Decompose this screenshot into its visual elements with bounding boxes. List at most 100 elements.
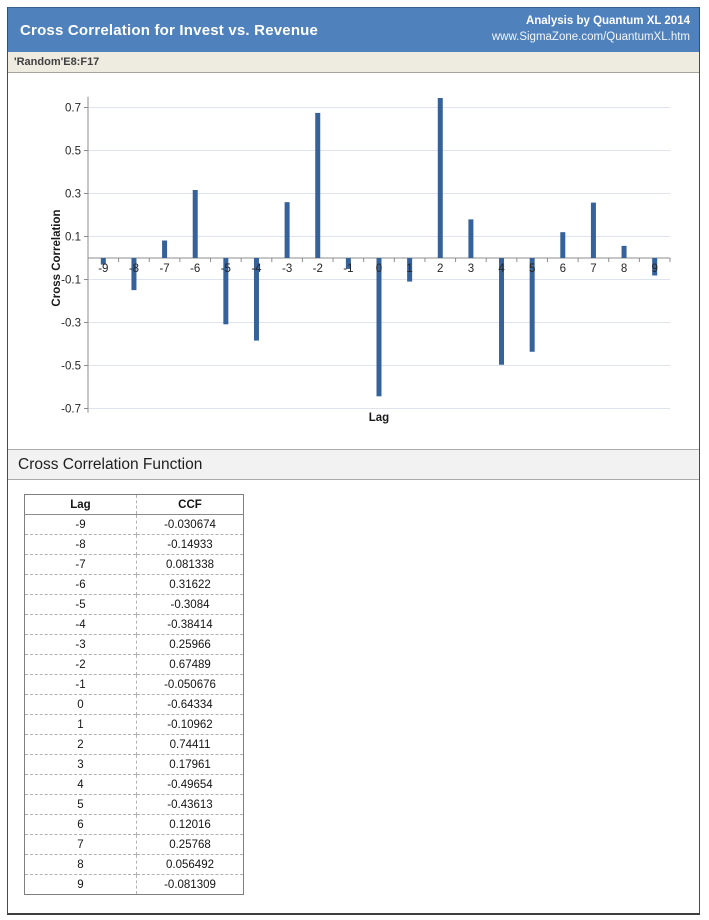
- ccf-bar: [560, 232, 566, 258]
- range-reference: 'Random'E8:F17: [14, 56, 100, 68]
- ccf-cell: -0.49654: [136, 774, 244, 795]
- table-row: 8 0.056492: [24, 854, 244, 875]
- lag-cell: -1: [24, 674, 137, 695]
- ccf-bar: [376, 258, 382, 397]
- x-tick-label: -1: [343, 263, 353, 275]
- ccf-cell: -0.081309: [136, 874, 244, 895]
- table-row: -1 -0.050676: [24, 674, 244, 695]
- x-tick-label: 7: [590, 263, 596, 275]
- ccf-cell: -0.3084: [136, 594, 244, 615]
- cross-correlation-chart: 0.7 0.5 0.3 0.1 -0.1 -0.3 -0.5 -0.7 -9 -8 -7 -6 -5 -4…: [51, 96, 671, 424]
- y-tick-label: -0.1: [61, 275, 81, 287]
- table-row: 5 -0.43613: [24, 794, 244, 815]
- lag-cell: 0: [24, 694, 137, 715]
- ccf-bar: [162, 240, 168, 258]
- lag-cell: 3: [24, 754, 137, 775]
- ccf-table-head: Lag CCF: [24, 494, 244, 515]
- table-row: -5 -0.3084: [24, 594, 244, 615]
- table-row: -6 0.31622: [24, 574, 244, 595]
- ccf-cell: -0.43613: [136, 794, 244, 815]
- lag-cell: -7: [24, 554, 137, 575]
- table-row: -3 0.25966: [24, 634, 244, 655]
- lag-cell: -8: [24, 534, 137, 555]
- x-tick-label: 3: [468, 263, 474, 275]
- lag-cell: -3: [24, 634, 137, 655]
- ccf-cell: 0.12016: [136, 814, 244, 835]
- analysis-byline: Analysis by Quantum XL 2014: [525, 15, 690, 28]
- ccf-bar: [100, 258, 106, 265]
- page-title: Cross Correlation for Invest vs. Revenue: [20, 21, 319, 39]
- x-tick-label: -4: [251, 263, 262, 275]
- ccf-bar: [621, 245, 627, 258]
- x-tick-label: -7: [159, 263, 169, 275]
- x-tick-label: 6: [560, 263, 566, 275]
- lag-cell: 1: [24, 714, 137, 735]
- header-attribution: Analysis by Quantum XL 2014 www.SigmaZon…: [492, 14, 699, 45]
- ccf-column-header: CCF: [136, 494, 244, 515]
- ccf-cell: -0.030674: [136, 514, 244, 535]
- ccf-bar: [131, 258, 137, 291]
- ccf-bar: [590, 202, 596, 258]
- range-reference-bar: 'Random'E8:F17: [8, 52, 699, 73]
- ccf-bar: [468, 219, 474, 258]
- ccf-cell: -0.050676: [136, 674, 244, 695]
- table-row: -4 -0.38414: [24, 614, 244, 635]
- lag-cell: -2: [24, 654, 137, 675]
- table-row: 3 0.17961: [24, 754, 244, 775]
- x-tick-label: -3: [282, 263, 292, 275]
- lag-cell: 9: [24, 874, 137, 895]
- y-tick-label: -0.7: [61, 404, 81, 416]
- table-header-row: Lag CCF: [24, 494, 244, 515]
- ccf-bar: [437, 98, 443, 258]
- y-tick-label: 0.5: [65, 146, 81, 158]
- ccf-bar: [345, 258, 351, 269]
- x-tick-label: -6: [190, 263, 200, 275]
- table-row: 2 0.74411: [24, 734, 244, 755]
- lag-cell: 8: [24, 854, 137, 875]
- ccf-cell: 0.67489: [136, 654, 244, 675]
- y-axis-title: Cross Correlation: [51, 209, 63, 306]
- ccf-bar: [284, 202, 290, 258]
- table-row: 1 -0.10962: [24, 714, 244, 735]
- y-tick-label: -0.3: [61, 318, 81, 330]
- lag-cell: 7: [24, 834, 137, 855]
- y-tick-label: 0.7: [65, 103, 81, 115]
- x-tick-label: 1: [406, 263, 412, 275]
- table-row: -8 -0.14933: [24, 534, 244, 555]
- x-tick-label: -2: [313, 263, 323, 275]
- x-axis-title: Lag: [369, 412, 389, 424]
- ccf-cell: 0.056492: [136, 854, 244, 875]
- y-tick-label: -0.5: [61, 361, 81, 373]
- ccf-cell: -0.10962: [136, 714, 244, 735]
- y-tick-label: 0.3: [65, 189, 81, 201]
- lag-cell: 6: [24, 814, 137, 835]
- ccf-bar: [529, 258, 535, 352]
- section-title: Cross Correlation Function: [18, 455, 203, 473]
- ccf-cell: -0.64334: [136, 694, 244, 715]
- y-tick-label: 0.1: [65, 232, 81, 244]
- lag-cell: -4: [24, 614, 137, 635]
- ccf-bar: [253, 258, 259, 341]
- x-tick-label: 2: [437, 263, 443, 275]
- ccf-table: Lag CCF -9 -0.030674 -8 -0.14933 -7 0.081338-…: [24, 494, 244, 895]
- lag-column-header: Lag: [24, 494, 137, 515]
- lag-cell: 4: [24, 774, 137, 795]
- header-bar: Cross Correlation for Invest vs. Revenue…: [8, 7, 699, 52]
- chart-area: 0.7 0.5 0.3 0.1 -0.1 -0.3 -0.5 -0.7 -9 -8 -7 -6 -5 -4…: [8, 73, 701, 449]
- table-row: 6 0.12016: [24, 814, 244, 835]
- ccf-cell: -0.14933: [136, 534, 244, 555]
- ccf-bar: [223, 258, 229, 325]
- table-row: 4 -0.49654: [24, 774, 244, 795]
- x-tick-label: 0: [376, 263, 382, 275]
- lag-cell: 2: [24, 734, 137, 755]
- lag-cell: -9: [24, 514, 137, 535]
- ccf-bar: [192, 190, 198, 258]
- ccf-table-body: -9 -0.030674 -8 -0.14933 -7 0.081338 -6 0.31622…: [24, 514, 244, 895]
- section-header: Cross Correlation Function: [8, 449, 699, 480]
- x-tick-label: 8: [621, 263, 627, 275]
- table-row: 7 0.25768: [24, 834, 244, 855]
- x-tick-label: 5: [529, 263, 535, 275]
- x-tick-label: -5: [221, 263, 231, 275]
- ccf-cell: 0.17961: [136, 754, 244, 775]
